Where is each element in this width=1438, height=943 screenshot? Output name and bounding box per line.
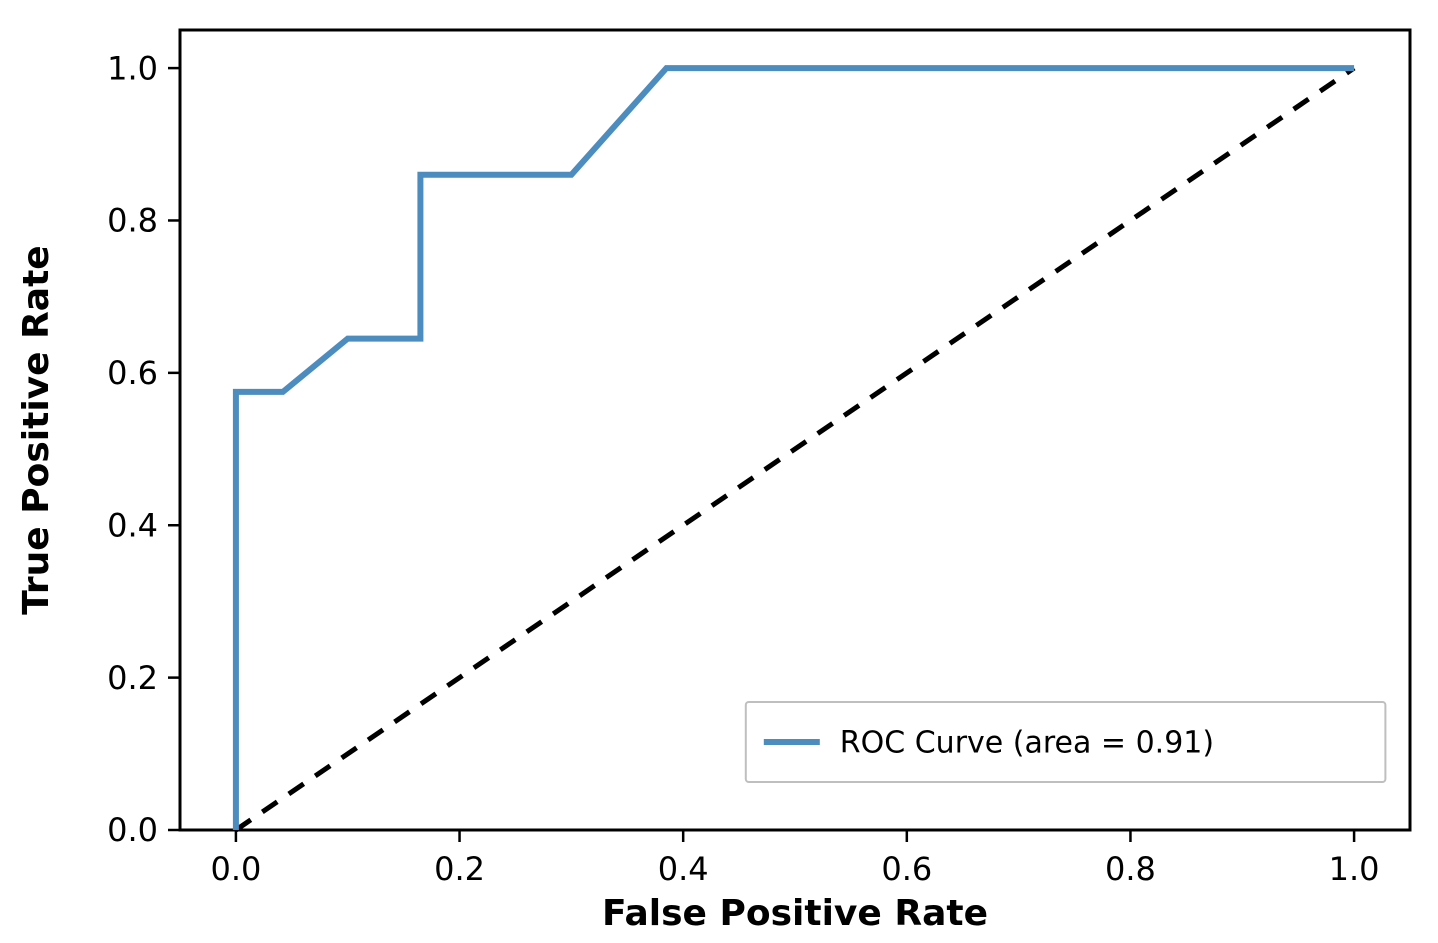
x-tick-label: 1.0 xyxy=(1329,850,1380,888)
y-tick-label: 0.8 xyxy=(107,202,158,240)
y-tick-label: 0.2 xyxy=(107,659,158,697)
x-axis-label: False Positive Rate xyxy=(602,893,988,934)
x-tick-label: 0.2 xyxy=(434,850,485,888)
x-tick-label: 0.6 xyxy=(881,850,932,888)
legend: ROC Curve (area = 0.91) xyxy=(746,702,1386,782)
y-tick-label: 0.4 xyxy=(107,506,158,544)
x-tick-label: 0.4 xyxy=(658,850,709,888)
y-tick-label: 0.6 xyxy=(107,354,158,392)
x-tick-label: 0.8 xyxy=(1105,850,1156,888)
y-tick-label: 0.0 xyxy=(107,811,158,849)
roc-chart: 0.0 0.2 0.4 0.6 0.8 1.0 0.0 0.2 0.4 0.6 0.8 1.0 Fals… xyxy=(0,0,1438,943)
legend-label: ROC Curve (area = 0.91) xyxy=(840,726,1214,761)
x-tick-label: 0.0 xyxy=(210,850,261,888)
y-tick-label: 1.0 xyxy=(107,49,158,87)
y-axis-label: True Positive Rate xyxy=(16,245,57,614)
